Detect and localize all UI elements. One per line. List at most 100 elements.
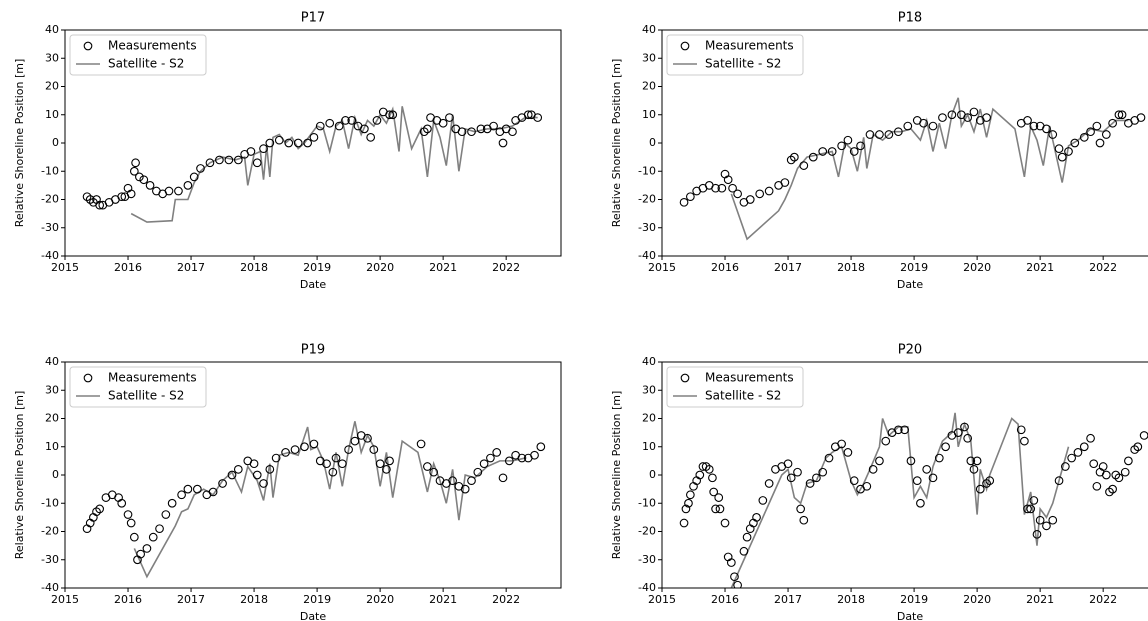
measurement-point — [1136, 113, 1146, 122]
measurement-point — [117, 498, 127, 508]
measurement-point — [1079, 133, 1089, 142]
measurement-point — [309, 439, 319, 449]
measurement-point — [95, 200, 105, 210]
measurement-point — [350, 436, 360, 446]
x-tick-label: 2018 — [240, 261, 268, 274]
measurement-point — [720, 518, 730, 528]
measurement-point — [167, 498, 177, 508]
y-tick-label: -40 — [638, 249, 656, 262]
y-tick-label: -40 — [41, 581, 59, 594]
measurement-point — [960, 422, 969, 432]
measurement-point — [492, 448, 502, 457]
measurement-point — [893, 425, 903, 435]
y-tick-label: 30 — [642, 383, 656, 396]
measurement-point — [884, 130, 894, 139]
measurement-point — [259, 144, 268, 153]
measurement-point — [145, 181, 155, 190]
measurement-point — [347, 116, 357, 125]
subplot-title: P17 — [301, 11, 325, 26]
measurement-point — [849, 476, 859, 486]
measurement-point — [966, 456, 976, 466]
measurement-point — [745, 195, 755, 204]
measurement-point — [489, 121, 498, 131]
y-tick-label: 20 — [642, 80, 656, 93]
y-tick-label: -30 — [638, 221, 656, 234]
measurement-point — [975, 484, 985, 494]
measurement-point — [730, 572, 739, 582]
measurement-point — [123, 510, 133, 519]
measurement-point — [953, 428, 963, 437]
measurement-point — [479, 459, 489, 469]
measurement-point — [325, 118, 335, 128]
measurement-point — [1048, 130, 1058, 139]
subplot: P20 -40 -30 -20 -10 0 10 20 30 40 2015 2016 2017 2018… — [610, 343, 1148, 621]
measurement-point — [227, 470, 237, 480]
measurement-point — [704, 465, 714, 474]
measurement-point — [733, 580, 742, 588]
measurement-point — [686, 490, 695, 500]
measurement-point — [423, 124, 432, 134]
measurement-point — [1042, 521, 1051, 531]
measurement-point — [382, 465, 391, 474]
measurement-point — [1101, 130, 1111, 139]
measurement-point — [812, 473, 821, 483]
measurement-point — [786, 155, 796, 165]
measurement-point — [473, 467, 483, 477]
measurement-point — [498, 473, 508, 483]
measurement-point — [679, 518, 689, 528]
measurement-point — [963, 433, 973, 443]
measurement-point — [862, 481, 872, 491]
measurement-point — [290, 445, 300, 454]
measurement-point — [711, 504, 720, 514]
x-tick-label: 2018 — [837, 593, 865, 606]
measurement-point — [523, 110, 533, 120]
measurement-point — [714, 493, 724, 502]
x-tick-label: 2019 — [900, 261, 928, 274]
measurement-point — [126, 189, 136, 199]
x-tick-label: 2016 — [114, 593, 142, 606]
measurement-point — [764, 186, 774, 196]
measurement-point — [1092, 481, 1102, 491]
axes-frame — [661, 361, 1148, 589]
measurement-point — [919, 118, 928, 128]
measurement-point — [246, 147, 256, 156]
measurement-point — [1048, 515, 1058, 525]
measurement-point — [467, 476, 476, 486]
measurement-point — [467, 127, 476, 137]
x-axis-label: Date — [300, 278, 327, 291]
measurement-point — [126, 518, 136, 528]
measurement-point — [941, 442, 950, 452]
measurement-point — [429, 467, 439, 477]
measurement-point — [423, 462, 432, 471]
measurement-point — [252, 470, 262, 480]
measurement-point — [837, 439, 846, 449]
measurement-point — [129, 532, 139, 542]
measurement-point — [805, 479, 815, 488]
measurement-point — [233, 155, 243, 165]
measurement-point — [1114, 110, 1124, 120]
measurement-point — [780, 178, 790, 187]
x-tick-label: 2020 — [366, 593, 394, 606]
measurement-point — [331, 453, 341, 463]
measurement-point — [284, 138, 294, 148]
legend-label: Satellite - S2 — [108, 389, 184, 403]
x-tick-label: 2019 — [900, 593, 928, 606]
y-tick-label: 0 — [52, 136, 59, 149]
measurement-point — [252, 158, 262, 168]
measurement-point — [1098, 462, 1108, 471]
measurement-point — [916, 498, 925, 508]
plot-area — [679, 97, 1146, 241]
measurement-point — [934, 453, 944, 463]
legend-marker — [680, 41, 690, 51]
measurement-point — [530, 450, 539, 460]
measurement-point — [799, 515, 809, 525]
y-axis-label: Relative Shoreline Position [m] — [13, 391, 26, 560]
measurement-point — [755, 189, 765, 199]
x-axis-label: Date — [897, 278, 924, 291]
measurement-point — [1117, 110, 1127, 120]
measurement-point — [95, 504, 105, 514]
measurement-point — [709, 487, 719, 497]
measurement-point — [457, 127, 467, 137]
measurement-point — [1120, 467, 1130, 477]
